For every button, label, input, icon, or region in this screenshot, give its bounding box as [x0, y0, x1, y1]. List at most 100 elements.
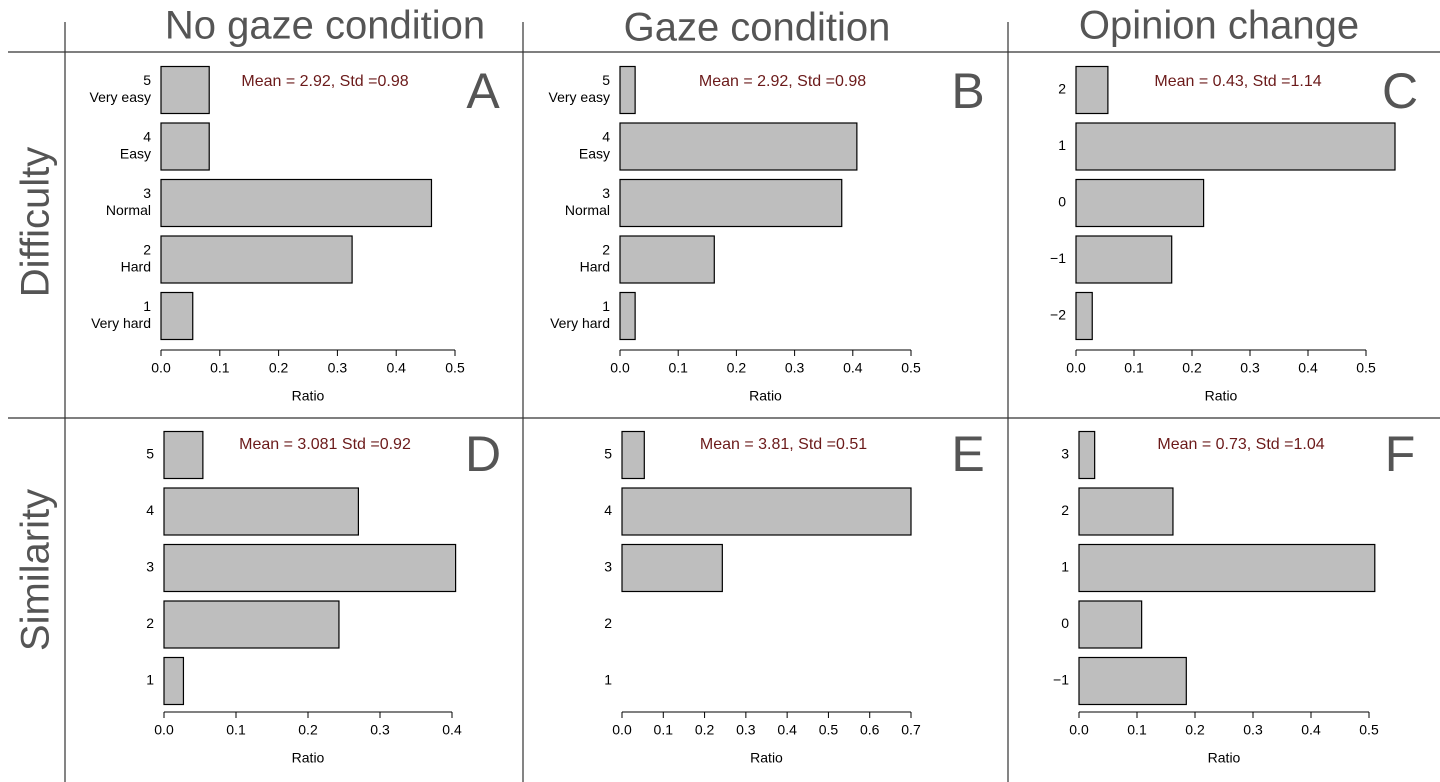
x-tick-label: 0.2 — [1182, 360, 1202, 376]
annotation: Mean = 0.43, Std =1.14 — [1154, 73, 1321, 90]
x-tick-label: 0.2 — [269, 360, 289, 376]
y-tick-label: 4 — [604, 502, 612, 518]
bar — [619, 291, 636, 341]
x-tick-label: 0.1 — [1124, 360, 1144, 376]
bar — [619, 122, 858, 171]
y-tick-label: 1 — [143, 298, 151, 314]
bar — [163, 656, 185, 706]
x-tick-label: 0.4 — [777, 722, 797, 738]
y-tick-label: Hard — [121, 259, 151, 275]
bar — [163, 430, 204, 480]
y-tick-label: Very easy — [549, 89, 610, 105]
y-tick-label: 0 — [1061, 615, 1069, 631]
bar — [160, 122, 210, 171]
x-tick-label: 0.1 — [654, 722, 674, 738]
y-tick-label: Easy — [579, 146, 610, 162]
bar — [619, 178, 843, 228]
x-tick-label: 0.5 — [819, 722, 839, 738]
column-title: No gaze condition — [165, 4, 485, 48]
x-tick-label: 0.5 — [1356, 360, 1376, 376]
x-tick-label: 0.0 — [612, 722, 632, 738]
x-tick-label: 0.4 — [1298, 360, 1318, 376]
annotation: Mean = 2.92, Std =0.98 — [241, 73, 408, 90]
x-tick-label: 0.6 — [860, 722, 880, 738]
annotation: Mean = 3.081 Std =0.92 — [239, 436, 411, 453]
bar — [1078, 430, 1096, 480]
bar — [160, 235, 353, 284]
bar — [1075, 291, 1093, 341]
x-axis-label: Ratio — [1208, 750, 1241, 766]
bar — [1078, 543, 1376, 593]
y-tick-label: Hard — [580, 259, 610, 275]
y-tick-label: −2 — [1050, 307, 1066, 323]
x-tick-label: 0.5 — [901, 360, 921, 376]
x-tick-label: 0.5 — [445, 360, 465, 376]
x-tick-label: 0.3 — [785, 360, 805, 376]
x-tick-label: 0.4 — [1301, 722, 1321, 738]
y-tick-label: −1 — [1050, 250, 1066, 266]
bar — [1075, 178, 1205, 228]
y-tick-label: 2 — [602, 242, 610, 258]
bar — [619, 65, 636, 115]
bar — [163, 600, 340, 649]
x-tick-label: 0.2 — [727, 360, 747, 376]
x-tick-label: 0.3 — [1243, 722, 1263, 738]
x-tick-label: 0.7 — [901, 722, 921, 738]
x-axis-label: Ratio — [292, 750, 325, 766]
bar — [1078, 487, 1174, 536]
y-tick-label: 2 — [146, 615, 154, 631]
y-tick-label: 5 — [602, 72, 610, 88]
x-tick-label: 0.3 — [328, 360, 348, 376]
x-tick-label: 0.0 — [1066, 360, 1086, 376]
x-tick-label: 0.3 — [370, 722, 390, 738]
x-tick-label: 0.2 — [695, 722, 715, 738]
panel-label: D — [465, 426, 501, 482]
x-tick-label: 0.0 — [610, 360, 630, 376]
x-axis-label: Ratio — [292, 388, 325, 404]
y-tick-label: 4 — [146, 502, 154, 518]
annotation: Mean = 3.81, Std =0.51 — [700, 436, 867, 453]
bar — [1075, 235, 1173, 284]
bar — [621, 543, 723, 593]
y-tick-label: 5 — [146, 446, 154, 462]
panel-label: F — [1385, 426, 1416, 482]
y-tick-label: 5 — [143, 72, 151, 88]
bar — [621, 430, 645, 480]
y-tick-label: 4 — [602, 129, 610, 145]
bar — [1075, 65, 1109, 115]
y-tick-label: Easy — [120, 146, 151, 162]
x-tick-label: 0.0 — [154, 722, 174, 738]
column-title: Opinion change — [1079, 4, 1359, 48]
y-tick-label: 2 — [604, 615, 612, 631]
annotation: Mean = 0.73, Std =1.04 — [1157, 436, 1324, 453]
column-title: Gaze condition — [624, 6, 891, 50]
y-tick-label: 3 — [604, 559, 612, 575]
bar — [163, 543, 457, 593]
y-tick-label: 1 — [604, 672, 612, 688]
x-axis-label: Ratio — [749, 388, 782, 404]
y-tick-label: 2 — [1058, 81, 1066, 97]
y-tick-label: 3 — [146, 559, 154, 575]
bar — [160, 65, 210, 115]
y-tick-label: 2 — [1061, 502, 1069, 518]
bar — [160, 291, 194, 341]
x-tick-label: 0.2 — [298, 722, 318, 738]
panel-label: B — [951, 63, 984, 119]
x-axis-label: Ratio — [750, 750, 783, 766]
panel-label: E — [951, 426, 984, 482]
x-tick-label: 0.3 — [736, 722, 756, 738]
x-tick-label: 0.5 — [1359, 722, 1379, 738]
x-tick-label: 0.4 — [843, 360, 863, 376]
x-tick-label: 0.1 — [1127, 722, 1147, 738]
y-tick-label: 1 — [1061, 559, 1069, 575]
y-tick-label: Very hard — [550, 315, 610, 331]
x-tick-label: 0.1 — [668, 360, 688, 376]
y-tick-label: 3 — [143, 185, 151, 201]
x-tick-label: 0.0 — [151, 360, 171, 376]
x-tick-label: 0.4 — [442, 722, 462, 738]
y-tick-label: 1 — [146, 672, 154, 688]
y-tick-label: Very hard — [91, 315, 151, 331]
bar — [619, 235, 715, 284]
row-title: Difficulty — [14, 147, 58, 297]
